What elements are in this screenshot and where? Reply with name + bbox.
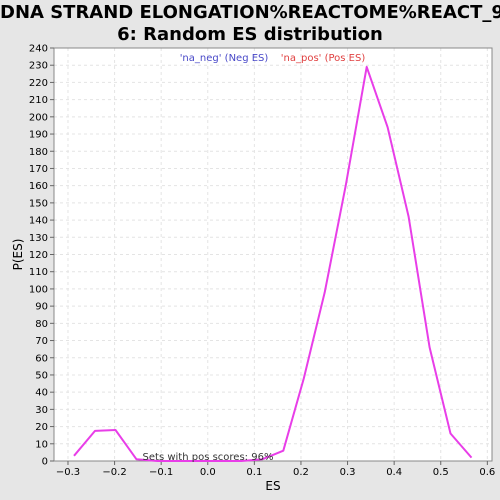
y-axis: 0 10 20 30 40 50 60 70 80 90 100 110 120 130 140 150 160… bbox=[29, 44, 54, 468]
x-tick-label: −0.1 bbox=[149, 467, 173, 478]
y-tick-label: 150 bbox=[29, 198, 48, 209]
y-tick-label: 60 bbox=[35, 353, 48, 364]
x-tick-label: 0.0 bbox=[200, 467, 216, 478]
annotation-pos-scores: Sets with pos scores: 96% bbox=[143, 452, 274, 463]
y-tick-label: 200 bbox=[29, 112, 48, 123]
y-tick-label: 170 bbox=[29, 164, 48, 175]
y-tick-label: 20 bbox=[35, 422, 48, 433]
y-tick-label: 50 bbox=[35, 370, 48, 381]
x-tick-label: 0.3 bbox=[340, 467, 356, 478]
y-tick-label: 160 bbox=[29, 181, 48, 192]
x-tick-label: 0.2 bbox=[293, 467, 309, 478]
series-line bbox=[73, 65, 473, 462]
y-tick-label: 30 bbox=[35, 405, 48, 416]
y-tick-label: 40 bbox=[35, 388, 48, 399]
grid bbox=[54, 47, 492, 462]
y-tick-label: 130 bbox=[29, 233, 48, 244]
y-tick-label: 190 bbox=[29, 130, 48, 141]
x-axis-title: ES bbox=[265, 479, 280, 493]
y-tick-label: 140 bbox=[29, 216, 48, 227]
legend-entry-pos: 'na_pos' (Pos ES) bbox=[281, 53, 366, 64]
y-tick-label: 0 bbox=[42, 457, 48, 468]
y-tick-label: 220 bbox=[29, 78, 48, 89]
x-tick-label: 0.5 bbox=[433, 467, 449, 478]
y-tick-label: 80 bbox=[35, 319, 48, 330]
y-tick-label: 90 bbox=[35, 302, 48, 313]
x-axis: −0.3 −0.2 −0.1 0.0 0.1 0.2 0.3 0.4 0.5 0.6 bbox=[56, 461, 495, 478]
y-tick-label: 240 bbox=[29, 44, 48, 55]
y-axis-title: P(ES) bbox=[11, 239, 25, 271]
chart-title-line-1: DNA STRAND ELONGATION%REACTOME%REACT_932… bbox=[0, 2, 500, 23]
y-tick-label: 110 bbox=[29, 267, 48, 278]
x-tick-label: 0.6 bbox=[479, 467, 495, 478]
y-tick-label: 120 bbox=[29, 250, 48, 261]
y-tick-label: 100 bbox=[29, 284, 48, 295]
y-tick-label: 180 bbox=[29, 147, 48, 158]
x-tick-label: −0.3 bbox=[56, 467, 80, 478]
y-tick-label: 10 bbox=[35, 439, 48, 450]
x-tick-label: −0.2 bbox=[102, 467, 126, 478]
x-tick-label: 0.4 bbox=[386, 467, 402, 478]
series-layer bbox=[73, 65, 473, 462]
y-tick-label: 230 bbox=[29, 61, 48, 72]
chart-title: DNA STRAND ELONGATION%REACTOME%REACT_932… bbox=[0, 0, 500, 46]
legend-entry-neg: 'na_neg' (Neg ES) bbox=[180, 53, 269, 64]
y-tick-label: 210 bbox=[29, 95, 48, 106]
x-tick-label: 0.1 bbox=[246, 467, 262, 478]
y-tick-label: 70 bbox=[35, 336, 48, 347]
chart-title-line-2: 6: Random ES distribution bbox=[117, 24, 383, 45]
